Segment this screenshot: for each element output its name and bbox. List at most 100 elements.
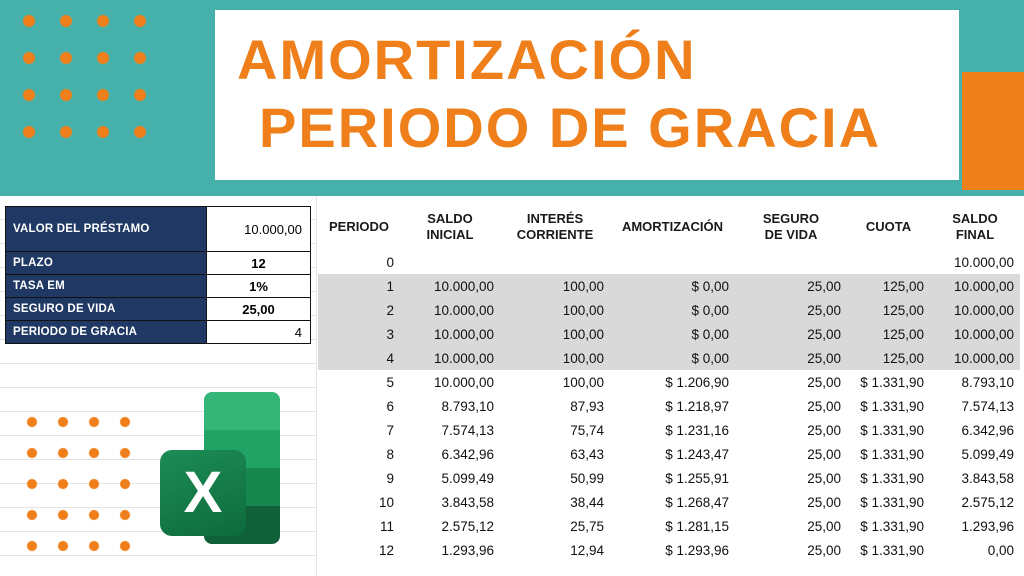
- param-value[interactable]: 12: [206, 252, 310, 274]
- cell[interactable]: 25,00: [807, 518, 841, 534]
- cell[interactable]: 6.342,96: [961, 422, 1014, 438]
- cell[interactable]: 2.575,12: [961, 494, 1014, 510]
- column-header[interactable]: SEGURO DE VIDA: [762, 211, 820, 242]
- cell[interactable]: 87,93: [570, 398, 604, 414]
- cell[interactable]: $ 1.331,90: [860, 542, 924, 558]
- cell[interactable]: $ 1.331,90: [860, 398, 924, 414]
- cell[interactable]: 5.099,49: [441, 470, 494, 486]
- cell[interactable]: 63,43: [570, 446, 604, 462]
- cell[interactable]: 10: [378, 494, 394, 510]
- cell[interactable]: $ 0,00: [610, 298, 735, 322]
- cell[interactable]: [400, 250, 500, 274]
- cell[interactable]: 125,00: [847, 298, 930, 322]
- cell[interactable]: 25,75: [570, 518, 604, 534]
- cell[interactable]: [847, 250, 930, 274]
- cell[interactable]: 4: [318, 346, 400, 370]
- cell[interactable]: 25,00: [807, 494, 841, 510]
- cell[interactable]: 10.000,00: [400, 346, 500, 370]
- cell[interactable]: $ 1.255,91: [665, 470, 729, 486]
- cell[interactable]: $ 1.268,47: [665, 494, 729, 510]
- cell[interactable]: 9: [386, 470, 394, 486]
- cell[interactable]: 7.574,13: [961, 398, 1014, 414]
- param-value[interactable]: 4: [206, 321, 310, 343]
- cell[interactable]: $ 0,00: [610, 274, 735, 298]
- cell[interactable]: $ 1.331,90: [860, 374, 924, 390]
- cell[interactable]: $ 1.243,47: [665, 446, 729, 462]
- cell[interactable]: 100,00: [562, 374, 604, 390]
- cell[interactable]: 1: [318, 274, 400, 298]
- param-value[interactable]: 25,00: [206, 298, 310, 320]
- cell[interactable]: 38,44: [570, 494, 604, 510]
- cell[interactable]: [610, 250, 735, 274]
- cell[interactable]: 5.099,49: [961, 446, 1014, 462]
- cell[interactable]: $ 1.331,90: [860, 470, 924, 486]
- column-header[interactable]: SALDO INICIAL: [426, 211, 474, 242]
- cell[interactable]: 25,00: [735, 322, 847, 346]
- cell[interactable]: $ 0,00: [610, 322, 735, 346]
- cell[interactable]: 10.000,00: [400, 274, 500, 298]
- cell[interactable]: 1.293,96: [961, 518, 1014, 534]
- cell[interactable]: 25,00: [807, 398, 841, 414]
- cell[interactable]: [735, 250, 847, 274]
- cell[interactable]: $ 1.331,90: [860, 518, 924, 534]
- column-header[interactable]: SALDO FINAL: [952, 211, 998, 242]
- cell[interactable]: 8: [386, 446, 394, 462]
- cell[interactable]: 10.000,00: [930, 274, 1020, 298]
- cell[interactable]: $ 1.331,90: [860, 494, 924, 510]
- cell[interactable]: [500, 250, 610, 274]
- param-value[interactable]: 1%: [206, 275, 310, 297]
- cell[interactable]: $ 1.206,90: [665, 374, 729, 390]
- cell[interactable]: 10.000,00: [400, 322, 500, 346]
- cell[interactable]: 25,00: [735, 274, 847, 298]
- column-header[interactable]: CUOTA: [865, 219, 912, 235]
- cell[interactable]: 25,00: [807, 542, 841, 558]
- column-header[interactable]: AMORTIZACIÓN: [621, 219, 724, 235]
- column-header[interactable]: PERIODO: [329, 219, 389, 235]
- cell[interactable]: 7: [386, 422, 394, 438]
- cell[interactable]: 11: [379, 518, 394, 534]
- cell[interactable]: $ 1.331,90: [860, 422, 924, 438]
- cell[interactable]: 10.000,00: [930, 298, 1020, 322]
- cell[interactable]: 10.000,00: [400, 298, 500, 322]
- cell[interactable]: 10.000,00: [930, 322, 1020, 346]
- cell[interactable]: 8.793,10: [441, 398, 494, 414]
- cell[interactable]: $ 1.281,15: [665, 518, 729, 534]
- cell[interactable]: 5: [386, 374, 394, 390]
- cell[interactable]: 10.000,00: [953, 254, 1014, 270]
- cell[interactable]: 100,00: [500, 274, 610, 298]
- cell[interactable]: 12: [378, 542, 394, 558]
- cell[interactable]: 10.000,00: [930, 346, 1020, 370]
- cell[interactable]: $ 0,00: [610, 346, 735, 370]
- column-header[interactable]: INTERÉS CORRIENTE: [516, 211, 594, 242]
- cell[interactable]: 8.793,10: [961, 374, 1014, 390]
- cell[interactable]: 0: [386, 254, 394, 270]
- cell[interactable]: 125,00: [847, 346, 930, 370]
- cell[interactable]: 125,00: [847, 322, 930, 346]
- param-value[interactable]: 10.000,00: [206, 207, 310, 251]
- cell[interactable]: 25,00: [807, 374, 841, 390]
- cell[interactable]: 3.843,58: [441, 494, 494, 510]
- cell[interactable]: 50,99: [570, 470, 604, 486]
- cell[interactable]: 100,00: [500, 346, 610, 370]
- cell[interactable]: 3: [318, 322, 400, 346]
- cell[interactable]: 125,00: [847, 274, 930, 298]
- cell[interactable]: 3.843,58: [961, 470, 1014, 486]
- cell[interactable]: 0,00: [987, 542, 1014, 558]
- cell[interactable]: 2: [318, 298, 400, 322]
- cell[interactable]: 75,74: [570, 422, 604, 438]
- cell[interactable]: 25,00: [807, 446, 841, 462]
- cell[interactable]: $ 1.331,90: [860, 446, 924, 462]
- cell[interactable]: $ 1.218,97: [665, 398, 729, 414]
- cell[interactable]: 10.000,00: [433, 374, 494, 390]
- cell[interactable]: 6.342,96: [441, 446, 494, 462]
- cell[interactable]: 100,00: [500, 298, 610, 322]
- cell[interactable]: 7.574,13: [441, 422, 494, 438]
- cell[interactable]: 12,94: [570, 542, 604, 558]
- cell[interactable]: 25,00: [807, 470, 841, 486]
- cell[interactable]: $ 1.293,96: [665, 542, 729, 558]
- cell[interactable]: 2.575,12: [441, 518, 494, 534]
- cell[interactable]: 25,00: [735, 298, 847, 322]
- cell[interactable]: $ 1.231,16: [665, 422, 729, 438]
- cell[interactable]: 25,00: [807, 422, 841, 438]
- cell[interactable]: 25,00: [735, 346, 847, 370]
